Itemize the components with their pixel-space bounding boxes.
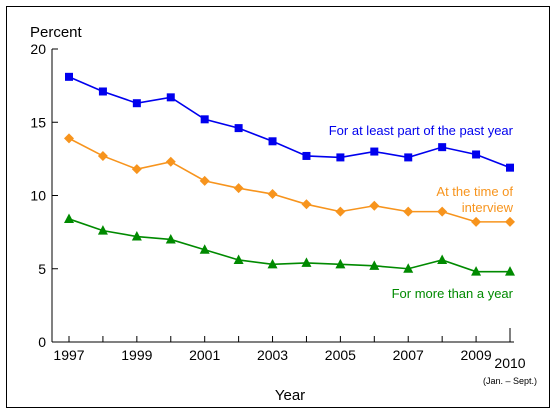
data-point: [267, 189, 278, 200]
x-tick-label: 2001: [189, 347, 220, 363]
data-point: [97, 225, 108, 235]
chart-frame: [6, 6, 550, 408]
data-point: [233, 254, 244, 264]
data-point: [64, 213, 74, 223]
y-tick-label: 0: [38, 334, 46, 350]
data-point: [166, 93, 175, 102]
series-label-line: For at least part of the past year: [329, 123, 514, 138]
data-point: [403, 263, 414, 273]
x-tick-label: 1999: [121, 347, 152, 363]
data-point: [268, 137, 277, 146]
series-labels: For at least part of the past year At the…: [329, 123, 514, 301]
data-point: [302, 151, 311, 160]
series-0: [65, 72, 514, 172]
series-1: [64, 133, 515, 227]
data-point: [301, 199, 312, 210]
series-label-line: For more than a year: [392, 286, 514, 301]
data-point: [97, 150, 108, 161]
data-point: [234, 124, 243, 133]
data-point: [505, 216, 515, 227]
data-point: [438, 143, 447, 152]
data-point: [437, 206, 448, 217]
series-label-0: For at least part of the past year: [329, 123, 514, 138]
x-tick-label: 2010: [494, 355, 525, 371]
series-label-1: At the time of interview: [436, 184, 513, 215]
y-tick-label: 10: [30, 188, 46, 204]
data-point: [404, 153, 413, 162]
data-point: [200, 115, 209, 124]
data-point: [471, 216, 482, 227]
x-tick-label: 2005: [325, 347, 356, 363]
data-point: [131, 231, 142, 241]
data-point: [472, 150, 481, 159]
series-line: [68, 218, 510, 273]
data-point: [471, 266, 482, 276]
series-label-2: For more than a year: [392, 286, 514, 301]
data-point: [65, 72, 73, 81]
data-point: [336, 153, 345, 162]
x-tick-label: 2003: [257, 347, 288, 363]
data-point: [165, 233, 176, 244]
data-point: [165, 156, 176, 167]
y-tick-label: 15: [30, 114, 46, 130]
data-point: [267, 258, 278, 269]
data-point: [98, 87, 107, 96]
data-point: [199, 175, 210, 186]
axes: 0 5 10 15 20 1997 1999 2001 2003 2005 2007 2009 2010…: [30, 41, 537, 386]
y-axis-title: Percent: [30, 24, 83, 41]
data-point: [64, 133, 74, 144]
x-axis-title: Year: [275, 387, 305, 404]
data-point: [506, 163, 514, 172]
series-2: [64, 213, 515, 276]
x-tick-label: 2007: [393, 347, 424, 363]
data-point: [132, 99, 141, 108]
data-point: [505, 266, 515, 276]
x-tick-label: 1997: [53, 347, 84, 363]
data-point: [437, 254, 448, 264]
data-point: [369, 260, 380, 270]
data-point: [370, 147, 379, 156]
series-line: [68, 137, 510, 223]
x-tick-label: 2009: [460, 347, 491, 363]
series-layer: [64, 72, 515, 276]
data-point: [335, 258, 346, 269]
x-tick-note: (Jan. – Sept.): [483, 376, 537, 386]
data-point: [369, 200, 380, 211]
y-tick-label: 20: [30, 41, 46, 57]
data-point: [403, 206, 414, 217]
data-point: [233, 183, 244, 194]
data-point: [301, 257, 312, 267]
data-point: [335, 206, 346, 217]
data-point: [131, 164, 142, 175]
series-label-line: interview: [462, 200, 514, 215]
series-line: [68, 76, 511, 169]
data-point: [199, 244, 210, 254]
y-tick-label: 5: [38, 261, 46, 277]
series-label-line: At the time of: [436, 184, 513, 199]
